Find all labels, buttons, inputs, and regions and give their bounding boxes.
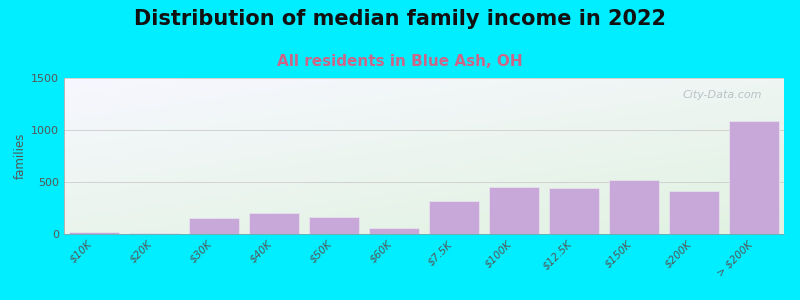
Bar: [430, 201, 478, 234]
Bar: [250, 213, 298, 234]
Bar: [550, 188, 598, 234]
Bar: [730, 121, 778, 234]
Bar: [370, 228, 418, 234]
Bar: [310, 217, 358, 234]
Bar: [490, 187, 538, 234]
Bar: [190, 218, 238, 234]
Bar: [70, 232, 118, 234]
Y-axis label: families: families: [14, 133, 27, 179]
Bar: [130, 233, 178, 234]
Text: All residents in Blue Ash, OH: All residents in Blue Ash, OH: [277, 54, 523, 69]
Bar: [610, 180, 658, 234]
Text: City-Data.com: City-Data.com: [683, 91, 762, 100]
Text: Distribution of median family income in 2022: Distribution of median family income in …: [134, 9, 666, 29]
Bar: [670, 191, 718, 234]
